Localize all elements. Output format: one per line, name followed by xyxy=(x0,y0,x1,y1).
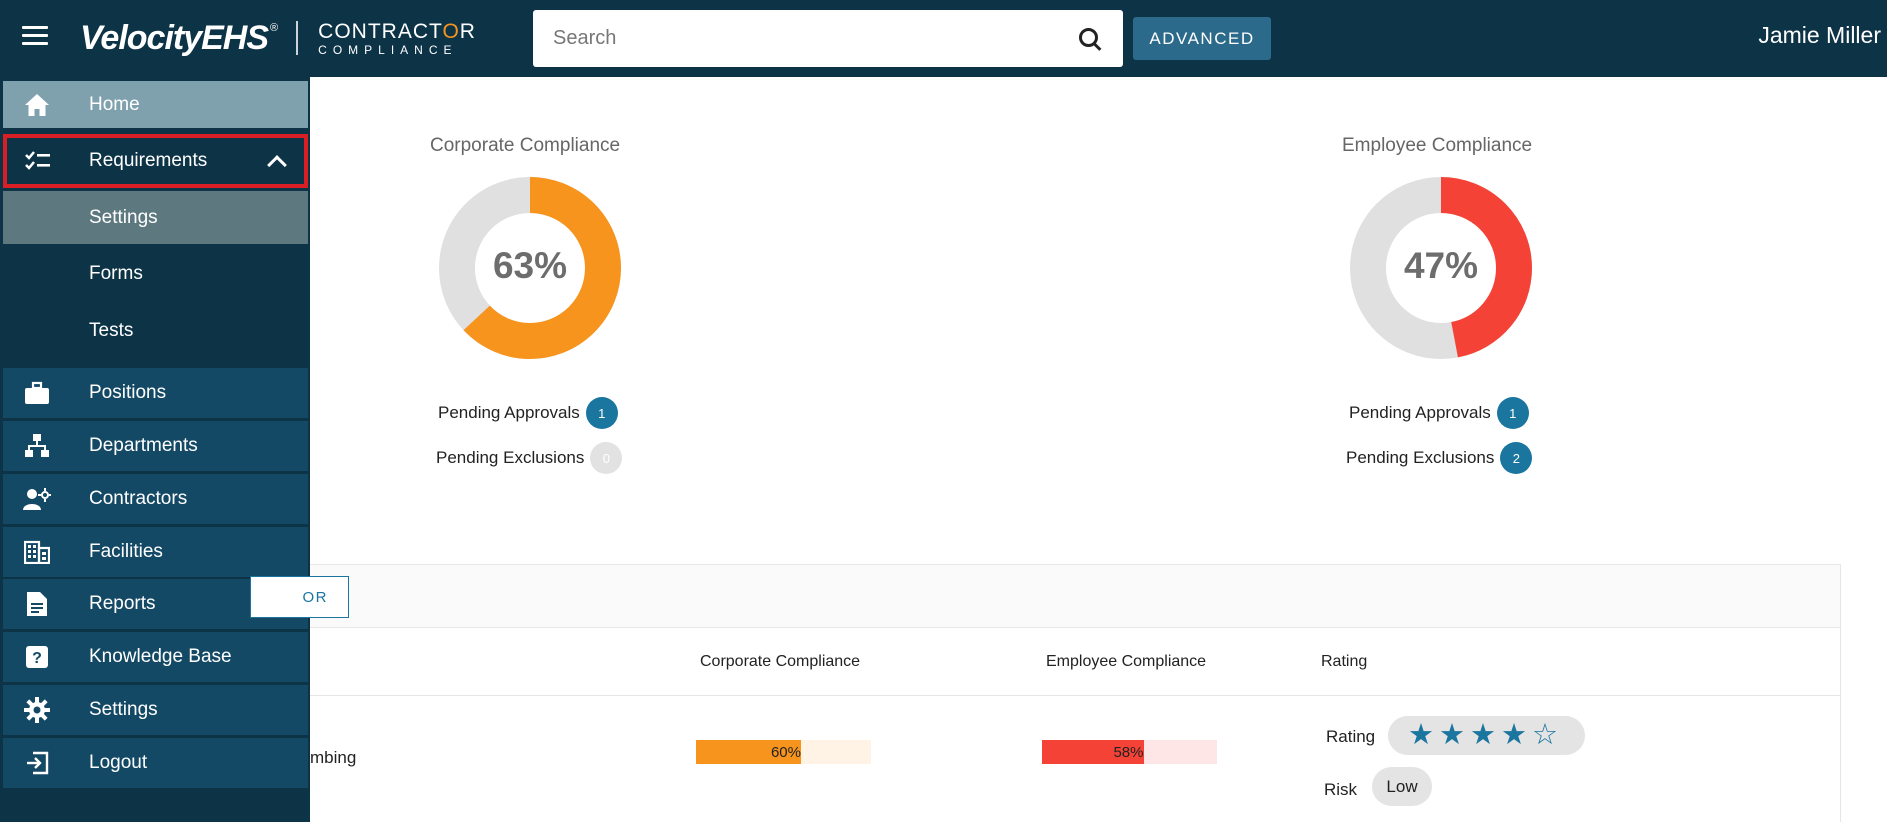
sidebar-item-label: Departments xyxy=(89,435,198,456)
employee-pending-approvals: Pending Approvals 1 xyxy=(1349,397,1529,429)
star-filled-icon[interactable]: ★ xyxy=(1470,719,1496,751)
sidebar-item-knowledge-base[interactable]: ? Knowledge Base xyxy=(3,632,308,682)
divider xyxy=(1840,564,1841,822)
risk-label: Risk xyxy=(1324,780,1358,799)
brand-reg-mark: ® xyxy=(270,22,279,34)
progress-fill xyxy=(1042,740,1144,764)
org-chart-icon xyxy=(23,432,51,460)
corporate-pending-approvals: Pending Approvals 1 xyxy=(438,397,618,429)
product-name: CONTRACTOR COMPLIANCE xyxy=(318,19,476,57)
logo-divider xyxy=(296,21,299,55)
contractor-name-link[interactable]: mbing xyxy=(310,748,357,767)
star-filled-icon[interactable]: ★ xyxy=(1501,719,1527,751)
sidebar-item-label: Home xyxy=(89,93,140,115)
sidebar-item-label: Logout xyxy=(89,752,148,773)
chevron-up-icon xyxy=(267,155,287,175)
sidebar-item-home[interactable]: Home xyxy=(3,81,308,128)
sidebar-item-label: Tests xyxy=(89,319,134,341)
search-icon[interactable] xyxy=(1077,26,1103,52)
rating-label: Rating xyxy=(1326,727,1376,746)
building-icon xyxy=(23,538,51,566)
column-header-rating[interactable]: Rating xyxy=(1321,653,1368,670)
sidebar-item-label: Positions xyxy=(89,382,167,403)
logo-accent-letter: O xyxy=(442,19,460,43)
corporate-compliance-donut xyxy=(439,177,621,359)
corporate-pending-exclusions: Pending Exclusions 0 xyxy=(436,442,623,474)
menu-icon[interactable] xyxy=(22,26,48,48)
add-contractor-button[interactable]: OR xyxy=(250,576,349,618)
corporate-compliance-bar: 60% xyxy=(696,740,871,764)
pending-approvals-badge[interactable]: 1 xyxy=(1496,397,1529,429)
employee-pending-exclusions: Pending Exclusions 2 xyxy=(1346,442,1533,474)
briefcase-icon xyxy=(23,379,51,407)
donut-arc xyxy=(1350,177,1532,359)
gear-icon xyxy=(23,696,51,724)
sidebar-item-label: Contractors xyxy=(89,488,188,509)
logout-icon xyxy=(23,749,51,777)
pending-approvals-badge[interactable]: 1 xyxy=(585,397,618,429)
search-box xyxy=(533,10,1123,67)
column-header-corporate[interactable]: Corporate Compliance xyxy=(700,653,861,670)
help-icon: ? xyxy=(23,643,51,671)
sidebar-item-facilities[interactable]: Facilities xyxy=(3,527,308,577)
corporate-compliance-title: Corporate Compliance xyxy=(430,135,621,156)
sidebar-item-departments[interactable]: Departments xyxy=(3,421,308,471)
sidebar-item-requirements[interactable]: Requirements xyxy=(3,134,308,188)
sidebar-subitem-settings[interactable]: Settings xyxy=(3,191,308,244)
sidebar-item-label: Requirements xyxy=(89,150,208,171)
star-filled-icon[interactable]: ★ xyxy=(1439,719,1465,751)
sidebar-item-contractors[interactable]: Contractors xyxy=(3,474,308,524)
report-icon xyxy=(23,590,51,618)
checklist-icon xyxy=(24,147,52,175)
corporate-compliance-percent: 63% xyxy=(492,245,568,286)
sidebar-item-label: Settings xyxy=(89,699,158,720)
svg-text:?: ? xyxy=(32,650,42,667)
app-logo[interactable]: VelocityEHS ® CONTRACTOR COMPLIANCE xyxy=(80,16,476,60)
home-icon xyxy=(23,91,51,119)
divider xyxy=(310,695,1841,696)
pending-exclusions-badge[interactable]: 0 xyxy=(590,442,623,474)
star-filled-icon[interactable]: ★ xyxy=(1408,719,1434,751)
progress-value: 58% xyxy=(1113,743,1144,761)
table-toolbar xyxy=(310,564,1841,628)
sidebar-subitem-tests[interactable]: Tests xyxy=(3,304,308,357)
star-outline-icon[interactable]: ☆ xyxy=(1532,719,1558,751)
employee-compliance-percent: 47% xyxy=(1403,245,1479,286)
contractor-icon xyxy=(23,485,51,513)
progress-fill xyxy=(696,740,801,764)
pending-exclusions-badge[interactable]: 2 xyxy=(1500,442,1533,474)
user-menu[interactable]: Jamie Miller xyxy=(1758,22,1881,48)
sidebar-item-label: Forms xyxy=(89,262,143,284)
donut-arc xyxy=(439,177,621,359)
column-header-employee[interactable]: Employee Compliance xyxy=(1046,653,1207,670)
risk-badge: Low xyxy=(1372,767,1432,806)
brand-name: VelocityEHS xyxy=(80,18,269,57)
sidebar-item-label: Settings xyxy=(89,206,158,228)
employee-compliance-bar: 58% xyxy=(1042,740,1217,764)
employee-compliance-title: Employee Compliance xyxy=(1342,135,1533,156)
advanced-search-button[interactable]: ADVANCED xyxy=(1133,17,1271,60)
sidebar-item-label: Reports xyxy=(89,593,156,614)
sidebar-item-label: Facilities xyxy=(89,541,163,562)
sidebar-nav: Home Requirements Settings Forms Tests P… xyxy=(0,77,310,822)
sidebar-subitem-forms[interactable]: Forms xyxy=(3,247,308,300)
top-bar: VelocityEHS ® CONTRACTOR COMPLIANCE ADVA… xyxy=(0,0,1887,77)
star-rating: ★ ★ ★ ★ ☆ xyxy=(1388,716,1585,755)
employee-compliance-donut xyxy=(1350,177,1532,359)
search-input[interactable] xyxy=(553,27,1077,50)
progress-value: 60% xyxy=(770,743,801,761)
sidebar-item-logout[interactable]: Logout xyxy=(3,738,308,788)
sidebar-item-label: Knowledge Base xyxy=(89,646,232,667)
sidebar-item-settings[interactable]: Settings xyxy=(3,685,308,735)
sidebar-item-positions[interactable]: Positions xyxy=(3,368,308,418)
